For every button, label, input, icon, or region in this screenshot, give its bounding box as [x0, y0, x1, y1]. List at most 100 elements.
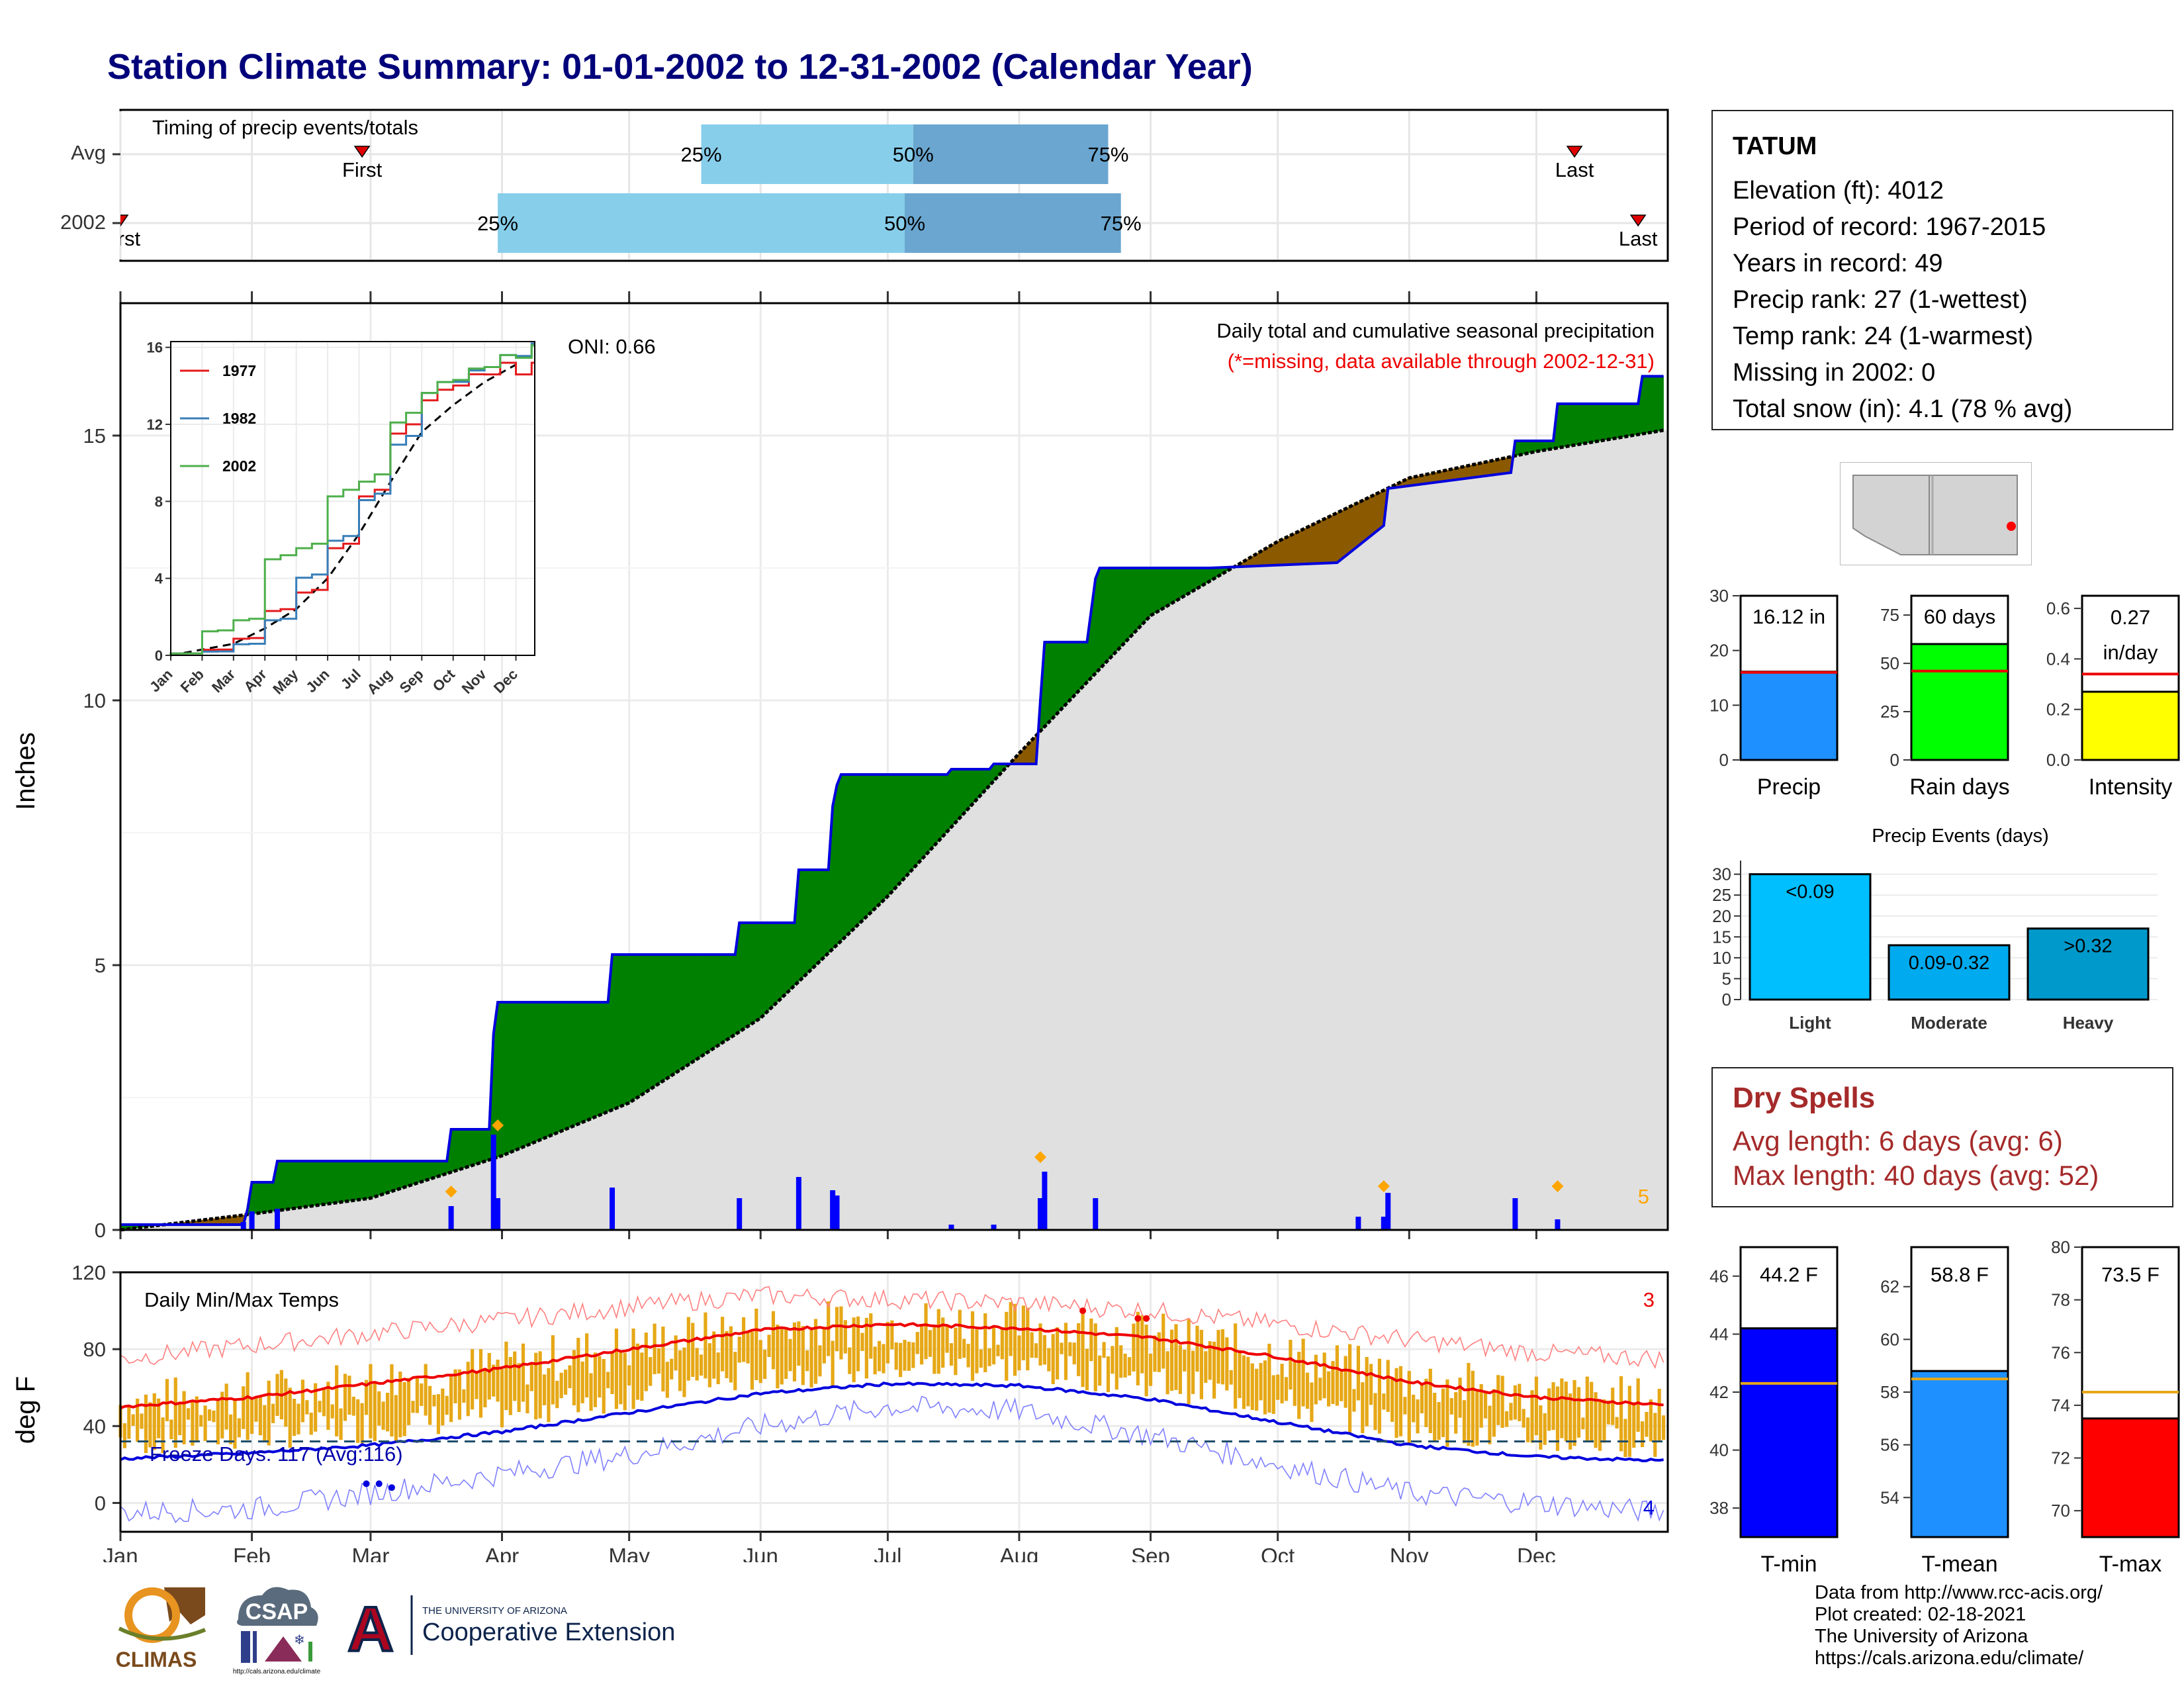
daily-precip-bar: [834, 1196, 840, 1230]
above-average-area: [731, 954, 736, 1038]
above-average-area: [845, 774, 850, 938]
above-average-area: [1066, 641, 1071, 705]
above-average-area: [1057, 641, 1062, 714]
daily-temp-range-bar: [602, 1358, 606, 1414]
daily-precip-bar: [1355, 1217, 1361, 1230]
daily-temp-range-bar: [478, 1349, 483, 1418]
daily-temp-range-bar: [360, 1403, 364, 1444]
above-average-area: [467, 1129, 473, 1167]
above-average-area: [781, 922, 786, 999]
daily-precip-bar: [991, 1225, 997, 1230]
daily-temp-range-bar: [284, 1378, 288, 1427]
daily-temp-range-bar: [1640, 1421, 1645, 1448]
timing-chart: 25% 50% 75% First Last 25% 50% 75% First Last Tim…: [60, 109, 1669, 262]
temp-bar-tmax: [2081, 1417, 2180, 1538]
record-min-line: [120, 1395, 1664, 1524]
daily-temp-range-bar: [1458, 1378, 1462, 1418]
below-average-area: [1366, 496, 1371, 539]
daily-temp-range-bar: [1267, 1343, 1271, 1413]
record-max-marker: [1143, 1315, 1150, 1322]
daily-temp-range-bar: [258, 1396, 262, 1436]
above-average-area: [603, 1002, 608, 1114]
above-average-area: [853, 774, 858, 929]
below-average-area: [1375, 492, 1380, 533]
below-average-area: [1286, 535, 1291, 565]
record-min-marker: [375, 1480, 383, 1487]
daily-temp-range-bar: [347, 1376, 351, 1415]
inset-legend-label: 1977: [222, 362, 256, 379]
daily-temp-range-bar: [343, 1374, 347, 1421]
daily-temp-range-bar: [1500, 1376, 1504, 1429]
daily-temp-range-bar: [373, 1381, 377, 1442]
above-average-area: [548, 1002, 553, 1137]
precip-y-tick-label: 5: [95, 954, 106, 977]
above-average-area: [637, 954, 643, 1098]
daily-temp-range-bar: [364, 1380, 369, 1415]
daily-temp-range-bar: [899, 1342, 903, 1378]
daily-temp-range-bar: [1623, 1419, 1627, 1458]
above-average-area: [353, 1160, 359, 1201]
timing-last-label: Last: [1619, 227, 1658, 250]
daily-temp-range-bar: [657, 1348, 661, 1374]
daily-temp-range-bar: [822, 1328, 826, 1364]
daily-temp-range-bar: [661, 1327, 665, 1392]
record-min-marker: [363, 1480, 370, 1487]
station-name: TATUM: [1733, 132, 1817, 160]
logo-strip: CLIMAS CSAP ❄ http://cals.arizona.edu/cl…: [116, 1587, 675, 1675]
above-average-area: [400, 1160, 405, 1189]
daily-temp-range-bar: [1449, 1398, 1453, 1415]
events-y-tick-label: 30: [1712, 865, 1731, 884]
daily-temp-range-bar: [831, 1340, 835, 1386]
above-average-area: [1078, 641, 1083, 692]
above-average-area: [705, 954, 710, 1055]
daily-temp-range-bar: [1467, 1362, 1471, 1446]
daily-temp-range-bar: [381, 1401, 385, 1430]
below-average-area: [1332, 512, 1338, 563]
inset-x-tick-label: Jun: [302, 666, 332, 695]
above-average-area: [370, 1160, 375, 1199]
daily-temp-range-bar: [877, 1340, 882, 1372]
above-average-area: [340, 1160, 345, 1203]
daily-temp-range-bar: [1005, 1311, 1009, 1381]
daily-precip-bar: [830, 1190, 836, 1230]
inset-x-tick-label: May: [269, 665, 301, 695]
station-period: Period of record: 1967-2015: [1733, 213, 2046, 241]
svg-text:❄: ❄: [294, 1633, 305, 1648]
daily-temp-range-bar: [1297, 1352, 1301, 1419]
record-min-marker: [388, 1484, 395, 1491]
timing-q25-q50-bar: [498, 193, 905, 253]
daily-temp-range-bar: [314, 1383, 318, 1432]
daily-temp-range-bar: [1191, 1350, 1195, 1394]
daily-temp-range-bar: [890, 1320, 894, 1350]
above-average-area: [938, 774, 943, 842]
inset-x-tick-label: Sep: [396, 666, 427, 695]
daily-temp-range-bar: [1539, 1405, 1543, 1450]
below-average-area: [1298, 528, 1304, 565]
daily-temp-range-bar: [746, 1331, 750, 1364]
daily-temp-range-bar: [1340, 1372, 1343, 1401]
inset-x-tick-label: Jul: [338, 666, 364, 692]
temp-bar-value-tmin: 44.2 F: [1760, 1263, 1818, 1286]
daily-temp-range-bar: [1310, 1382, 1314, 1423]
month-label: Oct: [1261, 1544, 1295, 1562]
month-label: May: [608, 1544, 650, 1562]
above-average-area: [1582, 403, 1588, 444]
above-average-area: [667, 954, 672, 1079]
above-average-area: [900, 774, 905, 883]
daily-precip-bar: [448, 1206, 454, 1230]
daily-temp-range-bar: [1441, 1388, 1445, 1437]
above-average-area: [472, 1129, 477, 1166]
daily-temp-range-bar: [767, 1335, 771, 1357]
daily-temp-range-bar: [962, 1338, 966, 1358]
daily-temp-range-bar: [1153, 1335, 1157, 1372]
month-axis: Jan Feb Mar Apr May Jun Jul Aug Sep Oct Nov Dec: [103, 1532, 1556, 1562]
temp-y-tick-label: 120: [71, 1261, 106, 1284]
svg-text:THE UNIVERSITY OF ARIZONA: THE UNIVERSITY OF ARIZONA: [422, 1605, 567, 1617]
daily-temp-range-bar: [1526, 1417, 1530, 1442]
inset-x-tick-label: Mar: [208, 666, 239, 695]
above-average-area: [349, 1160, 354, 1201]
above-average-area: [1124, 567, 1130, 643]
daily-temp-range-bar: [678, 1350, 682, 1391]
above-average-area: [302, 1160, 308, 1208]
